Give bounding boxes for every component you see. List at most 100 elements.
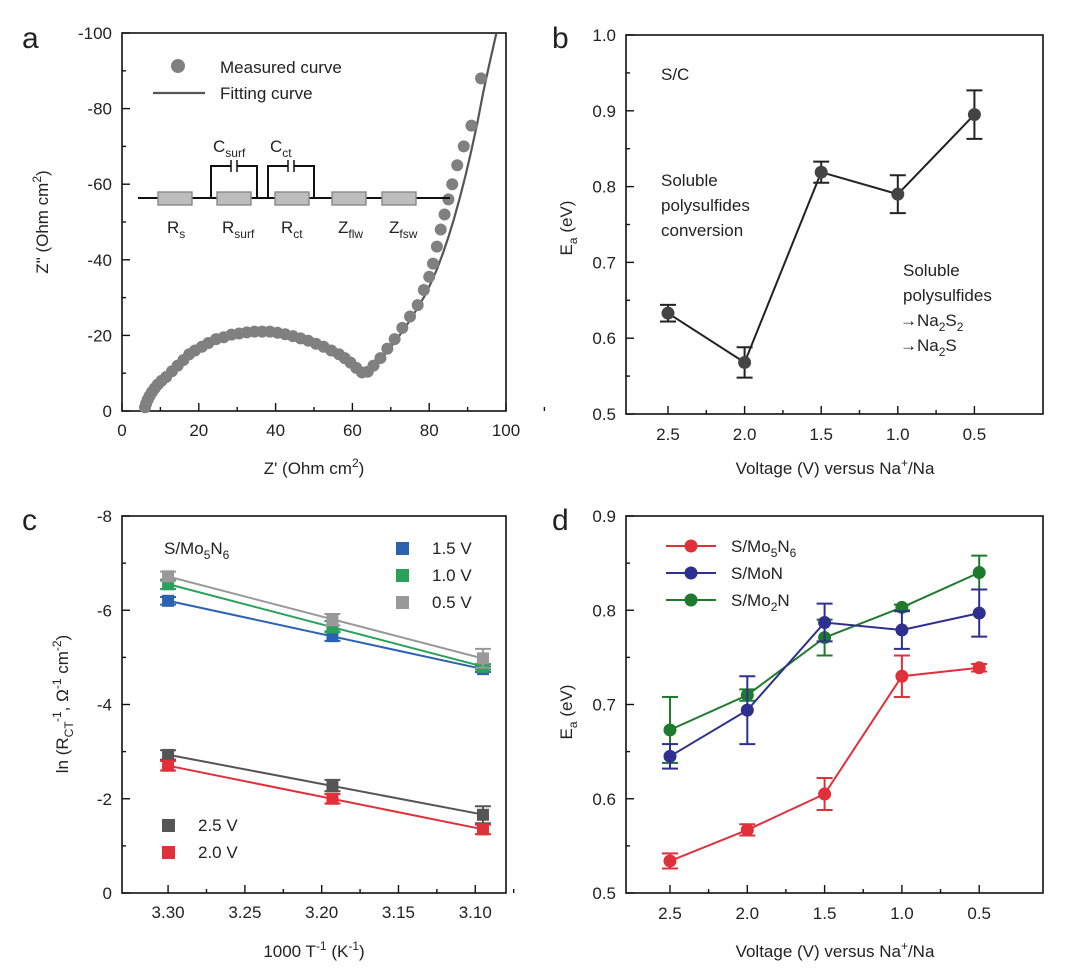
panel-a-plot-frame xyxy=(121,32,507,412)
panel-c-sample-label-part: 6 xyxy=(223,548,230,562)
panel-c-x-tick-label: 3.15 xyxy=(382,903,415,922)
panel-d-x-axis-label-part: Voltage (V) versus Na xyxy=(736,942,902,961)
panel-a-x-tick-label: 0 xyxy=(117,421,126,440)
panel-d-legend-label-part: 2 xyxy=(771,600,778,614)
panel-b-x-tick-label: 2.5 xyxy=(656,425,680,444)
panel-c-sample-label-part: 5 xyxy=(204,548,211,562)
panel-a-x-tick-label: 20 xyxy=(189,421,208,440)
panel-a-circuit-element-label: Rct xyxy=(281,218,303,241)
panel-d-data-point xyxy=(663,723,677,737)
panel-d-legend-label-part: S/MoN xyxy=(731,564,783,583)
panel-b-annotation-product-part: → xyxy=(900,336,917,355)
panel-c-x-tick-label: 3.20 xyxy=(305,903,338,922)
panel-b-annotation-left: polysulfides xyxy=(661,196,750,215)
panel-c-legend-label: 2.5 V xyxy=(198,816,238,835)
panel-a-measured-point xyxy=(417,284,430,297)
panel-b-letter: b xyxy=(552,22,569,55)
panel-c-x-axis-label-part: -1 xyxy=(316,939,327,953)
panel-d-data-point xyxy=(972,661,986,675)
panel-a-circuit-element-label-part: R xyxy=(281,218,293,237)
panel-c-y-axis-label-part: cm xyxy=(53,651,72,678)
panel-a-circuit-element-label-part: ct xyxy=(293,227,303,241)
panel-a-measured-point xyxy=(388,333,401,346)
panel-d-x-tick-label: 2.0 xyxy=(735,904,759,923)
panel-a-circuit-cap-label: Csurf xyxy=(213,137,246,160)
panel-a-measured-point xyxy=(396,321,409,334)
panel-a-circuit-cap-label-part: surf xyxy=(225,146,246,160)
panel-b-y-tick-label: 0.8 xyxy=(592,178,616,197)
panel-d-data-point xyxy=(818,787,832,801)
panel-a-legend-marker-measured xyxy=(171,59,185,73)
panel-a-x-axis-label-part: ) xyxy=(359,459,365,478)
panel-c-sample-label: S/Mo5N6 xyxy=(164,539,230,562)
panel-a-circuit-element-label-part: s xyxy=(179,227,185,241)
panel-d-data-point xyxy=(972,606,986,620)
panel-c-y-axis-label-part: ln (R xyxy=(53,737,72,773)
panel-a-impedance-chart: a 0 20 40 60 80 100 0 -20 -40 -60 -80 -100 Z' (Ohm cm… xyxy=(22,22,546,478)
panel-d-legend-label: S/MoN xyxy=(731,564,783,583)
panel-a-y-tick-label: -60 xyxy=(87,175,112,194)
panel-a-circuit-element-label-part: fsw xyxy=(399,227,417,241)
panel-a-measured-point xyxy=(381,342,394,355)
panel-d-series-line xyxy=(669,666,980,862)
panel-a-measured-point xyxy=(438,208,451,221)
panel-a-y-axis-label-part: ) xyxy=(33,170,52,176)
panel-b-activation-energy-chart: b 2.5 2.0 1.5 1.0 0.5 0.5 0.6 0.7 0.8 0.9 1.0 Voltag… xyxy=(552,22,1044,478)
panel-c-legend-marker xyxy=(162,819,175,832)
panel-a-circuit-cap-wire xyxy=(210,165,231,198)
panel-b-x-tick-label: 1.5 xyxy=(809,425,833,444)
panel-b-y-axis-label-part: a xyxy=(566,237,580,244)
panel-d-x-axis-label: Voltage (V) versus Na+/Na xyxy=(736,939,935,961)
panel-c-legend-marker xyxy=(162,846,175,859)
panel-c-sample-label-part: N xyxy=(210,539,222,558)
panel-a-measured-point xyxy=(411,299,424,312)
panel-d-legend-marker xyxy=(684,539,698,553)
panel-b-y-axis-label-part: E xyxy=(557,244,576,255)
panel-d-y-axis-label: Ea (eV) xyxy=(557,685,580,740)
panel-d-y-tick-label: 0.8 xyxy=(592,601,616,620)
panel-d-legend-label-part: 6 xyxy=(790,546,797,560)
panel-b-annotation-product-part: S xyxy=(945,336,956,355)
panel-d-y-axis-label-part: E xyxy=(557,728,576,739)
panel-a-y-tick-label: -40 xyxy=(87,251,112,270)
panel-a-x-axis-label: Z' (Ohm cm2) xyxy=(264,456,365,478)
panel-d-y-tick-label: 0.6 xyxy=(592,790,616,809)
panel-a-x-axis-label-part: 2 xyxy=(352,456,359,470)
panel-a-measured-point xyxy=(427,257,440,270)
panel-c-data-point xyxy=(162,594,175,607)
panel-a-x-tick-label: 100 xyxy=(492,421,520,440)
panel-c-data-point xyxy=(162,570,175,583)
panel-a-measured-point xyxy=(430,240,443,253)
panel-d-x-tick-label: 0.5 xyxy=(967,904,991,923)
panel-a-circuit-element-label-part: Z xyxy=(338,218,348,237)
panel-c-y-tick-label: 0 xyxy=(103,884,112,903)
panel-c-legend-marker xyxy=(396,542,409,555)
panel-c-legend-marker xyxy=(396,569,409,582)
panel-c-legend-label: 1.0 V xyxy=(432,566,472,585)
panel-a-circuit-element-box xyxy=(381,191,417,206)
panel-c-data-point xyxy=(326,792,339,805)
panel-d-y-axis-label-part: (eV) xyxy=(557,685,576,722)
panel-c-y-axis-label-part: -2 xyxy=(50,640,64,651)
panel-c-sample-label-part: S/Mo xyxy=(164,539,204,558)
panel-c-letter: c xyxy=(22,504,37,537)
panel-b-x-axis-label: Voltage (V) versus Na+/Na xyxy=(736,456,935,478)
panel-b-annotation-product-part: → xyxy=(900,311,917,330)
panel-d-data-point xyxy=(663,854,677,868)
panel-d-activation-energy-comparison-chart: d 2.5 2.0 1.5 1.0 0.5 0.5 0.6 0.7 0.8 0.9 Voltage (… xyxy=(552,504,1044,961)
panel-b-y-tick-label: 0.6 xyxy=(592,329,616,348)
panel-b-y-tick-label: 0.9 xyxy=(592,102,616,121)
panel-b-x-axis-label-part: /Na xyxy=(908,459,935,478)
panel-a-circuit-element-box xyxy=(157,191,193,206)
panel-d-y-tick-label: 0.9 xyxy=(592,507,616,526)
panel-d-y-axis-label-part: a xyxy=(566,721,580,728)
panel-c-y-tick-label: -8 xyxy=(97,507,112,526)
panel-c-y-axis-label-part: CT xyxy=(62,721,76,738)
panel-c-data-point xyxy=(476,652,489,665)
panel-d-legend-label-part: S/Mo xyxy=(731,537,771,556)
panel-c-fit-line xyxy=(167,599,484,671)
panel-d-letter: d xyxy=(552,504,569,537)
panel-c-legend-label: 0.5 V xyxy=(432,593,472,612)
panel-b-y-tick-label: 0.7 xyxy=(592,253,616,272)
panel-c-legend-label: 1.5 V xyxy=(432,539,472,558)
